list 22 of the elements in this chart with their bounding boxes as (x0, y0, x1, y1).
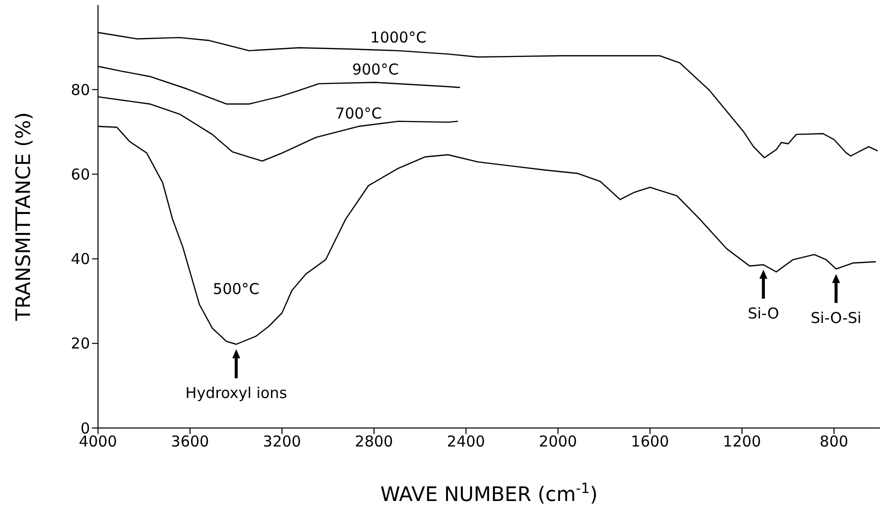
x-tick-label: 2800 (354, 432, 394, 451)
x-tick-label: 800 (820, 432, 848, 451)
series-label: 900°C (352, 60, 399, 78)
y-tick-label: 60 (70, 166, 90, 184)
x-tick-label: 3200 (262, 432, 302, 451)
x-tick-label: 1600 (630, 432, 670, 451)
annotation: Si-O (748, 304, 780, 323)
annotation: Si-O-Si (810, 308, 862, 327)
y-axis-title: TRANSMITTANCE (%) (11, 112, 35, 322)
y-tick-label: 20 (70, 334, 90, 353)
series-label: 700°C (335, 104, 382, 122)
x-tick-label: 2000 (538, 432, 578, 451)
x-tick-label: 1200 (722, 432, 762, 451)
x-axis-title: WAVE NUMBER (cm$^{-1}$) (380, 481, 598, 506)
annotation: Hydroxyl ions (185, 384, 288, 402)
y-tick-label: 80 (70, 80, 90, 99)
x-tick-label: 3600 (170, 432, 210, 451)
y-tick-label: 40 (70, 250, 90, 268)
x-tick-label: 4000 (78, 432, 118, 451)
series-label: 1000°C (370, 28, 426, 47)
x-tick-label: 2400 (446, 432, 486, 451)
series-label: 500°C (212, 280, 260, 298)
